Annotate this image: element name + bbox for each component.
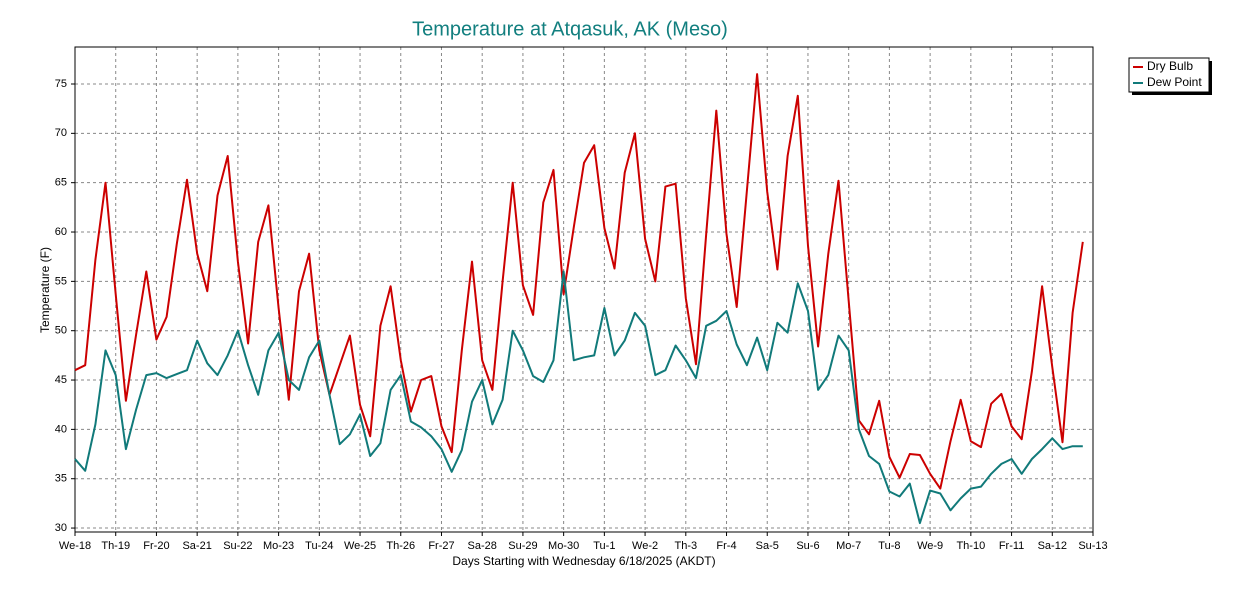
- x-tick-label: Su-29: [508, 540, 537, 552]
- y-tick-label: 55: [55, 275, 67, 287]
- x-tick-label: Sa-28: [468, 540, 497, 552]
- x-tick-label: Sa-12: [1038, 540, 1067, 552]
- y-axis-label: Temperature (F): [38, 247, 52, 333]
- x-tick-label: We-9: [917, 540, 943, 552]
- series-line: [74, 73, 1084, 490]
- y-tick-label: 35: [55, 473, 67, 485]
- legend-label: Dew Point: [1147, 75, 1202, 89]
- y-tick-label: 30: [55, 522, 67, 534]
- x-axis-label: Days Starting with Wednesday 6/18/2025 (…: [452, 554, 715, 568]
- x-tick-label: Th-10: [956, 540, 985, 552]
- x-tick-label: We-2: [632, 540, 658, 552]
- x-tick-label: Sa-21: [182, 540, 211, 552]
- x-tick-label: Su-6: [796, 540, 819, 552]
- x-tick-label: Fr-27: [428, 540, 454, 552]
- y-tick-label: 60: [55, 226, 67, 238]
- x-tick-label: Su-22: [223, 540, 252, 552]
- x-tick-label: Th-3: [674, 540, 697, 552]
- x-tick-label: Mo-7: [836, 540, 861, 552]
- x-tick-label: Tu-24: [305, 540, 333, 552]
- x-tick-label: Tu-8: [878, 540, 900, 552]
- y-tick-label: 65: [55, 177, 67, 189]
- x-tick-label: Th-26: [386, 540, 415, 552]
- x-tick-label: Th-19: [101, 540, 130, 552]
- legend-box: [1128, 57, 1210, 93]
- x-tick-label: Fr-4: [716, 540, 736, 552]
- x-tick-label: Su-13: [1078, 540, 1107, 552]
- y-tick-label: 40: [55, 423, 67, 435]
- x-tick-label: Fr-11: [999, 540, 1024, 552]
- y-tick-label: 45: [55, 374, 67, 386]
- x-tick-label: Tu-1: [593, 540, 615, 552]
- y-tick-label: 70: [55, 127, 67, 139]
- y-tick-label: 75: [55, 78, 67, 90]
- x-tick-label: Sa-5: [756, 540, 779, 552]
- y-tick-label: 50: [55, 325, 67, 337]
- x-tick-label: Mo-23: [263, 540, 294, 552]
- x-tick-label: Mo-30: [548, 540, 579, 552]
- x-tick-label: We-18: [59, 540, 91, 552]
- plot-frame: [74, 46, 1094, 533]
- series-line: [74, 270, 1083, 525]
- legend-label: Dry Bulb: [1147, 59, 1193, 73]
- chart-title: Temperature at Atqasuk, AK (Meso): [412, 18, 728, 40]
- x-tick-label: Fr-20: [143, 540, 169, 552]
- x-tick-label: We-25: [344, 540, 376, 552]
